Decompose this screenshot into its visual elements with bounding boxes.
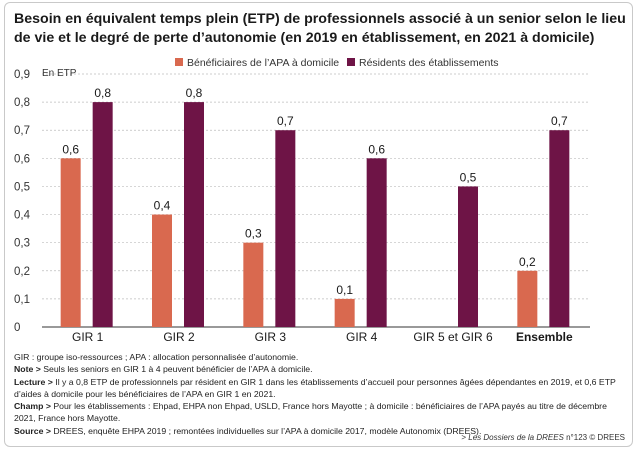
publication-credit: > Les Dossiers de la DREES n°123 © DREES xyxy=(461,433,625,442)
data-label: 0,3 xyxy=(245,227,262,241)
bar xyxy=(334,298,355,327)
y-axis-title: En ETP xyxy=(42,68,77,79)
bar xyxy=(549,130,570,327)
y-tick-label: 0 xyxy=(14,322,20,334)
source-line: Source > DREES, enquête EHPA 2019 ; remo… xyxy=(14,425,626,437)
note-label: Note > xyxy=(14,364,41,375)
y-tick-label: 0,3 xyxy=(14,238,30,250)
y-tick-label: 0,2 xyxy=(14,266,30,278)
y-tick-label: 0,5 xyxy=(14,181,30,193)
x-tick-label: GIR 4 xyxy=(346,330,378,344)
y-tick-label: 0,9 xyxy=(14,69,30,81)
champ-label: Champ > xyxy=(14,401,51,412)
data-label: 0,6 xyxy=(62,142,79,156)
data-label: 0,6 xyxy=(368,142,385,156)
bar xyxy=(517,270,538,327)
credit-prefix: > xyxy=(461,433,469,442)
bar xyxy=(275,130,296,327)
data-label: 0,8 xyxy=(94,86,111,100)
legend-swatch xyxy=(175,58,183,66)
y-tick-label: 0,1 xyxy=(14,294,30,306)
data-label: 0,5 xyxy=(460,170,477,184)
bar xyxy=(152,214,172,327)
bar xyxy=(458,186,478,327)
source-label: Source > xyxy=(14,425,51,436)
lecture-text: Il y a 0,8 ETP de professionnels par rés… xyxy=(14,376,616,399)
bar xyxy=(243,242,264,327)
credit-suffix: n°123 © DREES xyxy=(563,433,625,442)
y-tick-label: 0,6 xyxy=(14,153,30,165)
bar xyxy=(366,158,387,327)
champ-text: Pour les établissements : Ehpad, EHPA no… xyxy=(14,401,607,424)
lecture-label: Lecture > xyxy=(14,376,53,387)
x-tick-label: GIR 5 et GIR 6 xyxy=(413,330,493,344)
bar xyxy=(184,102,204,327)
data-label: 0,4 xyxy=(154,199,171,213)
y-tick-label: 0,7 xyxy=(14,125,30,137)
lecture-line: Lecture > Il y a 0,8 ETP de professionne… xyxy=(14,376,626,401)
credit-publication: Les Dossiers de la DREES xyxy=(468,433,564,442)
abbreviations-note: GIR : groupe iso-ressources ; APA : allo… xyxy=(14,352,299,362)
x-tick-label: GIR 1 xyxy=(72,330,104,344)
bar xyxy=(92,102,113,327)
data-label: 0,2 xyxy=(519,255,536,269)
data-label: 0,7 xyxy=(551,114,568,128)
x-tick-label: Ensemble xyxy=(516,330,573,344)
chart-title: Besoin en équivalent temps plein (ETP) d… xyxy=(14,11,626,46)
champ-line: Champ > Pour les établissements : Ehpad,… xyxy=(14,400,626,425)
bar xyxy=(60,158,81,327)
note-text: Seuls les seniors en GIR 1 à 4 peuvent b… xyxy=(40,364,313,375)
notes-block: GIR : groupe iso-ressources ; APA : allo… xyxy=(14,351,626,437)
x-tick-label: GIR 2 xyxy=(163,330,195,344)
y-tick-label: 0,4 xyxy=(14,210,31,222)
legend-swatch xyxy=(347,58,355,66)
y-tick-label: 0,8 xyxy=(14,97,30,109)
data-label: 0,7 xyxy=(277,114,294,128)
bar-chart: 0 0,1 0,2 0,3 0,4 0,5 0,6 0,7 0,8 0,9 En ETP Bénéfi… xyxy=(14,57,590,344)
x-tick-label: GIR 3 xyxy=(255,330,287,344)
note-line: Note > Seuls les seniors en GIR 1 à 4 pe… xyxy=(14,363,626,375)
legend-label: Bénéficiaires de l’APA à domicile xyxy=(187,57,339,69)
source-text: DREES, enquête EHPA 2019 ; remontées ind… xyxy=(50,425,482,436)
legend-label: Résidents des établissements xyxy=(359,57,499,69)
data-label: 0,8 xyxy=(186,86,203,100)
figure-frame xyxy=(4,2,633,447)
data-label: 0,1 xyxy=(336,283,353,297)
